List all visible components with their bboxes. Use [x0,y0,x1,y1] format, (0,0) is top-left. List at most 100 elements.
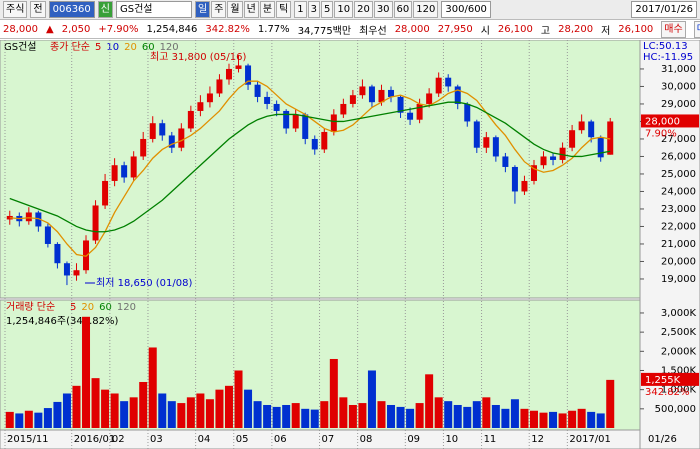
y-tick-label: 3,000K [661,308,697,319]
change: 2,050 [62,24,91,35]
interval-button[interactable]: 30 [374,1,393,18]
y-tick-label: 22,000 [661,221,696,232]
volume-bar [339,397,347,428]
candle-body [417,104,423,120]
volume-bar [120,401,128,428]
date[interactable]: 2017/01/26 [631,1,697,18]
volume-bar [34,413,42,428]
price: 28,000 [3,24,38,35]
low-label: 저 [601,22,610,37]
candle-body [188,111,194,129]
volume-bar [349,405,357,428]
x-tick-label: 11 [484,434,497,445]
volume-label: 1,255K [645,375,681,386]
candle-body [350,95,356,104]
candle-body [236,65,242,69]
volume-bar [72,386,80,428]
x-tick-label: 03 [150,434,163,445]
volume-bar [235,370,243,428]
period-button[interactable]: 일 [195,1,210,18]
y-tick-label: 25,000 [661,169,696,180]
volume-bar [92,378,100,428]
candle-body [455,86,461,104]
rate: +7.90% [98,24,138,35]
volume-bar [263,405,271,428]
change-label: 7.90% [645,128,677,139]
best: 최우선 [359,22,387,37]
low: 26,100 [618,24,653,35]
count[interactable]: 300/600 [441,1,491,18]
volume: 1,254,846 [147,24,198,35]
period-button[interactable]: 주 [211,1,226,18]
mode[interactable]: 전 [30,1,45,18]
candle-body [579,121,585,130]
candle-body [102,181,108,206]
interval-button[interactable]: 3 [308,1,320,18]
legend-entry: 5 [70,302,76,313]
volume-bar [435,397,443,428]
ratio-label: 342.82% [645,387,690,398]
volume-bar [606,380,614,428]
interval-button[interactable]: 1 [294,1,306,18]
candle-body [369,86,375,102]
period-button[interactable]: 분 [260,1,275,18]
volume-bar [492,405,500,428]
lc: LC:50.13 [643,41,688,52]
candle-body [598,137,604,157]
period-button[interactable]: 틱 [276,1,291,18]
sell-button[interactable]: 매도 [694,21,700,38]
candle-body [274,104,280,111]
high-label: 고 [541,22,550,37]
volume-bar [158,393,166,428]
candle-body [131,156,137,177]
candle-body [45,226,51,244]
candle-body [159,123,165,135]
y-tick-label: 500,000 [655,404,696,415]
period-button[interactable]: 월 [227,1,242,18]
volume-bar [139,382,147,428]
candle-body [178,128,184,147]
interval-button[interactable]: 5 [321,1,333,18]
x-tick-label: 12 [531,434,544,445]
candle-body [502,156,508,167]
volume-bar [559,413,567,428]
code[interactable]: 006360 [49,1,95,18]
interval-button[interactable]: 60 [394,1,413,18]
market[interactable]: 주식 [3,1,27,18]
volume-bar [168,401,176,428]
volume-bar [597,413,605,428]
volume-bar [15,413,23,428]
y-tick-label: 19,000 [661,274,696,285]
candle-body [54,244,60,263]
candle-body [302,114,308,139]
volume-bar [444,401,452,428]
y-tick-label: 2,500K [661,327,697,338]
candle-body [93,205,99,240]
candle-body [150,123,156,139]
volume-bar [311,410,319,428]
volume-bar [6,412,14,428]
interval-button[interactable]: 10 [334,1,353,18]
amount: 34,775백만 [298,22,351,37]
buy-button[interactable]: 매수 [661,21,685,38]
y-tick-label: 21,000 [661,239,696,250]
x-tick-label: 05 [236,434,249,445]
intervals: 13510203060120 [294,1,438,18]
x-tick-label: 2017/01 [569,434,611,445]
candle-body [521,181,527,192]
candle-body [331,114,337,132]
bid: 27,950 [438,24,473,35]
interval-button[interactable]: 20 [354,1,373,18]
volume-bar [568,411,576,428]
interval-button[interactable]: 120 [413,1,438,18]
stock-name[interactable]: GS건설 [116,1,192,18]
x-tick-label: 07 [322,434,335,445]
candle-body [312,139,318,150]
volume-bar [53,402,61,428]
volume-bar [454,405,462,428]
volume-bar [377,401,385,428]
volume-bar [25,411,33,428]
volume-bar [215,390,223,428]
y-tick-label: 30,000 [661,81,696,92]
period-button[interactable]: 년 [244,1,259,18]
